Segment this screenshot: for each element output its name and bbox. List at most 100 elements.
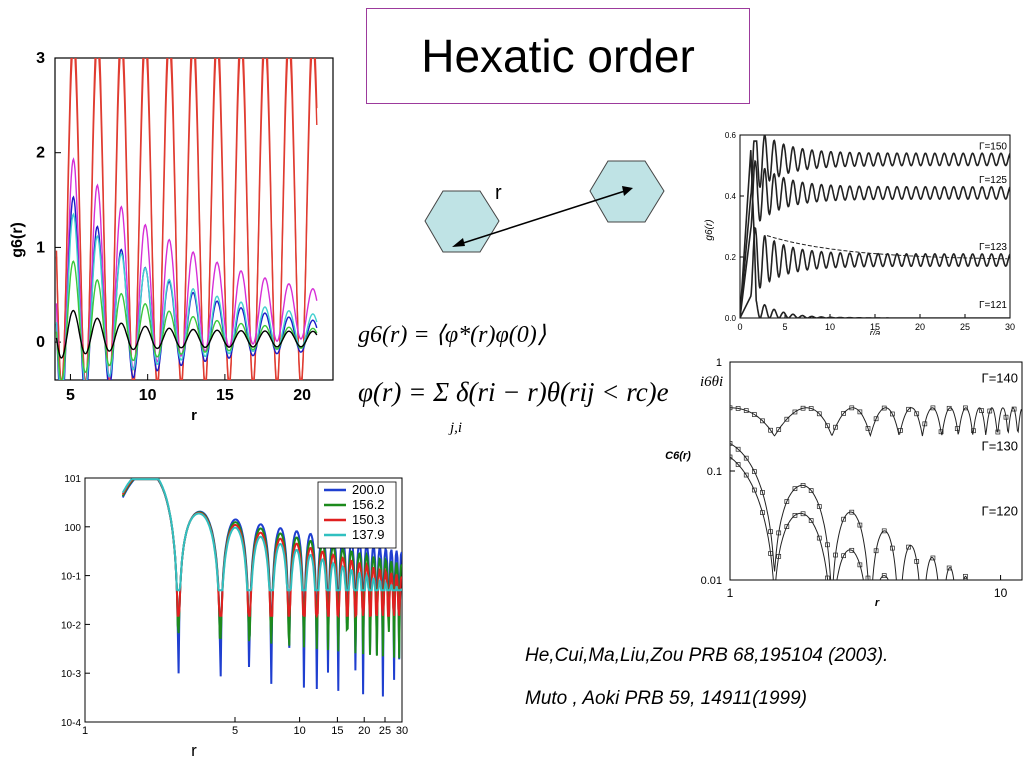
series-marker: [938, 429, 944, 435]
series-marker: [730, 441, 733, 446]
series-marker: [808, 518, 814, 523]
x-tick-label: 20: [915, 322, 925, 332]
series-label: Γ=150: [979, 141, 1007, 152]
y-tick-label: 10-1: [61, 572, 81, 583]
x-tick-label: 5: [782, 322, 787, 332]
series-marker: [980, 602, 984, 606]
x-tick-label: 5: [66, 387, 75, 404]
series-line: [55, 58, 318, 380]
series-marker: [865, 575, 871, 580]
series-marker: [752, 412, 757, 417]
series-marker: [995, 429, 1001, 435]
series-marker: [849, 405, 855, 411]
series-marker: [825, 542, 830, 548]
x-tick-label: 1: [727, 586, 734, 600]
x-tick-label: 20: [293, 387, 311, 404]
series-marker: [906, 544, 911, 550]
series-marker: [906, 406, 911, 412]
series-marker: [898, 602, 902, 606]
x-tick-label: 15: [870, 322, 880, 332]
series-marker: [857, 562, 863, 568]
y-tick-label: 0.0: [725, 314, 737, 323]
legend-label: 156.2: [352, 497, 385, 512]
y-tick-label: 1: [716, 357, 722, 369]
series-marker: [808, 488, 814, 493]
series-marker: [881, 573, 887, 578]
series-marker: [752, 487, 757, 493]
x-tick-label: 10: [994, 586, 1008, 600]
series-marker: [1011, 406, 1017, 412]
title-box: Hexatic order: [366, 8, 750, 104]
series-marker: [743, 455, 749, 461]
legend-box: [317, 481, 397, 549]
series-line: [740, 150, 1010, 318]
series-marker: [874, 592, 878, 596]
series-marker: [988, 602, 992, 606]
y-axis-label: C6(r): [665, 450, 691, 462]
series-marker: [816, 411, 822, 417]
y-tick-label: 0: [36, 334, 45, 351]
equation-exponent: i6θi: [700, 374, 724, 390]
series-marker: [768, 551, 773, 556]
series-marker: [930, 555, 936, 561]
y-tick-label: 2: [36, 145, 45, 162]
series-label: Γ=123: [979, 242, 1007, 253]
series-marker: [792, 409, 798, 415]
series-marker: [857, 522, 863, 528]
series-marker: [988, 594, 992, 598]
y-tick-label: 3: [36, 50, 45, 67]
series-marker: [931, 602, 935, 606]
series-marker: [889, 545, 895, 551]
series-marker: [866, 602, 870, 606]
x-tick-label: 30: [396, 725, 408, 737]
series-marker: [963, 573, 968, 579]
series-marker: [735, 446, 741, 452]
series-marker: [923, 602, 927, 606]
x-tick-label: 15: [331, 725, 343, 737]
x-axis-label: r/a: [870, 328, 881, 335]
series-label: Γ=120: [982, 503, 1018, 518]
series-marker: [841, 516, 846, 522]
series-marker: [1003, 414, 1009, 420]
x-axis-label: r: [191, 741, 197, 760]
series-marker: [939, 602, 943, 606]
series-marker: [881, 528, 887, 534]
series-marker: [743, 472, 749, 478]
legend-label: 137.9: [352, 527, 385, 542]
series-marker: [1012, 602, 1016, 606]
series-marker: [784, 416, 790, 422]
y-tick-label: 10-3: [61, 669, 81, 680]
series-marker: [768, 529, 773, 535]
series-marker: [1004, 602, 1008, 606]
x-tick-label: 10: [293, 725, 305, 737]
y-tick-label: 101: [64, 474, 81, 485]
series-marker: [800, 405, 806, 411]
series-line: [730, 407, 1022, 438]
x-tick-label: 25: [379, 725, 391, 737]
arrowhead-right: [622, 186, 633, 196]
series-marker: [760, 510, 765, 515]
series-marker: [849, 509, 855, 515]
hexagon-diagram: r: [424, 160, 665, 253]
series-marker: [825, 423, 830, 429]
series-marker: [865, 426, 871, 431]
series-marker: [955, 602, 959, 606]
series-marker: [987, 408, 993, 414]
series-marker: [946, 405, 952, 411]
series-marker: [922, 421, 928, 427]
series-marker: [841, 410, 846, 416]
equation-sum-index: j,i: [450, 420, 463, 436]
y-tick-label: 0.01: [701, 575, 722, 587]
equation-g6: g6(r) = ⟨φ*(r)φ(0)⟩: [358, 322, 547, 348]
series-marker: [1012, 602, 1016, 606]
y-tick-label: 0.2: [725, 253, 737, 262]
y-tick-label: 1: [36, 239, 45, 256]
x-tick-label: 0: [737, 322, 742, 332]
series-marker: [816, 535, 822, 541]
series-marker: [915, 602, 919, 606]
series-marker: [914, 559, 920, 564]
series-marker: [972, 602, 976, 606]
x-tick-label: 15: [216, 387, 234, 404]
series-marker: [947, 602, 951, 606]
series-marker: [980, 589, 984, 593]
